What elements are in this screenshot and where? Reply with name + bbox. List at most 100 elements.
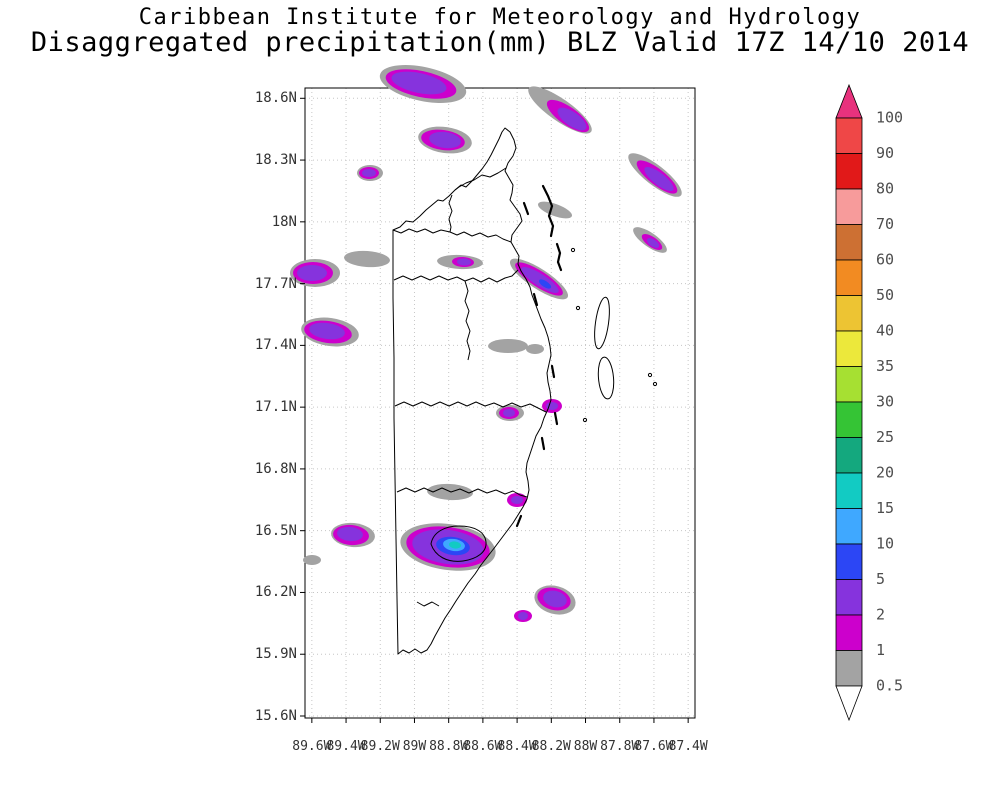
- lat-tick-label: 16.2N: [254, 584, 297, 601]
- axis-ticks: [300, 97, 689, 723]
- precip-area-2-5mm: [362, 169, 376, 177]
- lat-tick-label: 18N: [271, 213, 297, 230]
- precip-area-2-5mm: [391, 71, 447, 95]
- precip-area-5-10mm: [538, 279, 552, 289]
- turneffe-atoll-north: [594, 296, 610, 350]
- ambergris-caye: [541, 184, 555, 238]
- colorbar-segment-60-70: [835, 224, 863, 261]
- colorbar-tick-label: 70: [876, 215, 894, 233]
- district-boundary-west: [392, 228, 451, 234]
- graticule: [305, 88, 695, 718]
- colorbar-tick-label: 20: [876, 464, 894, 482]
- precip-area-2-5mm: [646, 238, 660, 248]
- colorbar-tick-label: 5: [876, 570, 885, 588]
- caye-dot: [570, 247, 576, 253]
- colorbar-tick-label: 25: [876, 428, 894, 446]
- lon-tick-label: 88.6W: [463, 739, 503, 754]
- coast-mark: [540, 436, 546, 451]
- colorbar-segment-50-60: [835, 259, 863, 296]
- colorbar-segment-30-35: [835, 366, 863, 403]
- plot-frame: [304, 87, 696, 719]
- contour-cockscomb: [430, 525, 487, 562]
- colorbar-segment-0.5-1: [835, 650, 863, 687]
- colorbar-segment-25-30: [835, 401, 863, 438]
- lat-tick-label: 16.8N: [254, 460, 297, 477]
- precip-area-2-5mm: [337, 526, 363, 542]
- colorbar-segment-70-80: [835, 188, 863, 225]
- map-svg: [290, 65, 696, 723]
- caye-dot: [652, 381, 658, 387]
- lat-tick-label: 18.6N: [254, 90, 297, 107]
- colorbar-tick-label: 1: [876, 641, 885, 659]
- precip-area-0.5-1mm: [303, 555, 321, 565]
- belize-map-lines: [392, 127, 658, 655]
- district-boundary-toledo: [396, 487, 528, 498]
- colorbar-segment-10-15: [835, 508, 863, 545]
- colorbar-tick-label: 0.5: [876, 677, 903, 695]
- lon-tick-label: 87.4W: [668, 739, 708, 754]
- lon-tick-label: 88W: [573, 739, 598, 754]
- district-boundary-south-short: [416, 601, 440, 607]
- district-boundary-stanncreek: [394, 401, 547, 413]
- colorbar-tick-label: 10: [876, 535, 894, 553]
- district-boundary-orangewalk: [448, 194, 512, 243]
- lat-tick-label: 17.7N: [254, 275, 297, 292]
- precip-area-0.5-1mm: [526, 344, 544, 354]
- colorbar-tick-label: 100: [876, 109, 903, 127]
- precip-area-2-5mm: [557, 107, 587, 131]
- colorbar-segment-20-25: [835, 437, 863, 474]
- colorbar-tick-label: 60: [876, 251, 894, 269]
- precip-area-0.5-1mm: [488, 339, 528, 353]
- colorbar-segment-35-40: [835, 330, 863, 367]
- colorbar-tick-label: 90: [876, 144, 894, 162]
- turneffe-atoll-south: [597, 356, 615, 400]
- precip-area-2-5mm: [297, 265, 327, 281]
- lat-tick-label: 18.3N: [254, 152, 297, 169]
- lat-tick-label: 16.5N: [254, 522, 297, 539]
- colorbar-tick-label: 80: [876, 180, 894, 198]
- colorbar-tick-label: 15: [876, 499, 894, 517]
- colorbar-segment-15-20: [835, 472, 863, 509]
- coast-mark: [550, 364, 556, 379]
- precip-area-2-5mm: [546, 402, 558, 410]
- colorbar-legend: 100 90 80 70 60 50 40 35 30 25 20 15 10 5 2 1 0.5: [835, 83, 903, 722]
- lon-tick-label: 87.6W: [634, 739, 674, 754]
- precip-area-0.5-1mm: [537, 201, 573, 219]
- colorbar-segment-80-90: [835, 153, 863, 190]
- lat-tick-label: 17.4N: [254, 337, 297, 354]
- district-boundary-belize-cayo-vertical: [464, 280, 471, 361]
- district-boundary-belize-cayo-north: [393, 269, 519, 283]
- lon-tick-label: 87.8W: [600, 739, 640, 754]
- colorbar-segment-1-2: [835, 614, 863, 651]
- colorbar-tick-label: 30: [876, 393, 894, 411]
- precip-shading: [290, 65, 682, 622]
- coast-mark: [532, 292, 539, 307]
- colorbar-tick-label: 50: [876, 286, 894, 304]
- district-boundary-corozal: [454, 167, 507, 191]
- precip-area-2-5mm: [543, 590, 567, 608]
- colorbar-arrow-below: [835, 685, 863, 722]
- colorbar-tick-label: 35: [876, 357, 894, 375]
- lat-tick-label: 15.6N: [254, 707, 297, 724]
- title-product: Disaggregated precipitation(mm) BLZ Vali…: [30, 27, 970, 58]
- lon-tick-label: 88.8W: [429, 739, 469, 754]
- caye-dot: [647, 372, 653, 378]
- colorbar-segment-90-100: [835, 117, 863, 154]
- precip-area-2-5mm: [518, 612, 528, 620]
- colorbar-segment-5-10: [835, 543, 863, 580]
- coast-mark: [553, 411, 559, 426]
- lon-tick-label: 89.2W: [360, 739, 400, 754]
- precip-area-2-5mm: [644, 166, 674, 192]
- map-plot: [290, 65, 696, 723]
- lat-tick-label: 15.9N: [254, 646, 297, 663]
- colorbar-segment-40-50: [835, 295, 863, 332]
- lat-tick-label: 17.1N: [254, 399, 297, 416]
- lon-tick-label: 88.4W: [497, 739, 537, 754]
- belize-mainland-outline: [392, 127, 552, 655]
- lon-tick-label: 89W: [402, 739, 427, 754]
- precip-area-0.5-1mm: [344, 250, 390, 268]
- lon-tick-label: 88.2W: [531, 739, 571, 754]
- precip-area-15-20mm: [449, 541, 461, 549]
- caye-dot: [575, 305, 581, 311]
